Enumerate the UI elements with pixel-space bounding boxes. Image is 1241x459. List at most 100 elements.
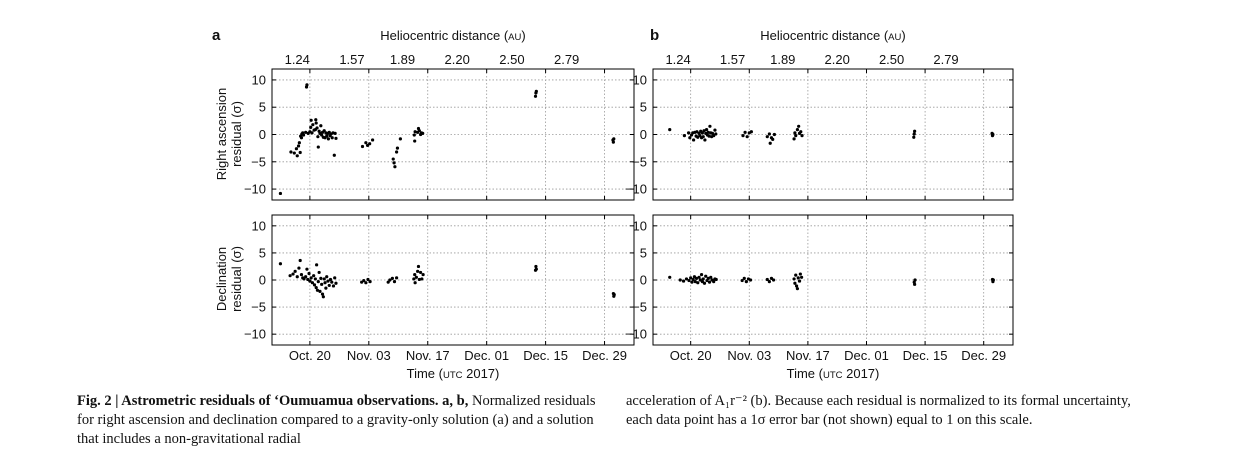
data-point xyxy=(310,131,314,135)
data-point xyxy=(326,279,330,283)
data-point xyxy=(682,133,687,138)
data-point xyxy=(293,269,297,273)
data-point xyxy=(298,150,302,155)
y-axis-title-ra-1: Right ascension xyxy=(214,88,229,181)
data-point xyxy=(534,267,538,271)
data-point xyxy=(322,129,326,133)
y-tick-label: 10 xyxy=(252,72,266,87)
y-axis-titles: Right ascension residual (σ) Declination… xyxy=(214,88,244,312)
y-tick-label: 0 xyxy=(259,127,266,142)
x-tick-label: Nov. 03 xyxy=(347,348,391,363)
caption-title: Fig. 2 | Astrometric residuals of ʻOumua… xyxy=(77,393,469,409)
data-point xyxy=(714,132,718,136)
data-point xyxy=(360,144,365,149)
plot-panels: 10 5 0 −5 −10 1.24 1.57 1.89 2.20 2.50 2.79 10 5 0 −5 −… xyxy=(244,52,1014,363)
data-point xyxy=(421,131,425,136)
y-tick-label: −5 xyxy=(632,154,647,169)
y-tick-label: 5 xyxy=(640,100,647,115)
data-point xyxy=(696,281,700,285)
data-point xyxy=(794,284,799,288)
x-tick-label: Nov. 17 xyxy=(786,348,830,363)
data-point xyxy=(421,272,425,277)
data-point xyxy=(412,133,416,137)
data-point xyxy=(392,161,396,165)
y-tick-label: 5 xyxy=(259,100,266,115)
x-tick-label: Nov. 03 xyxy=(727,348,771,363)
data-point xyxy=(320,292,325,296)
data-point xyxy=(708,124,712,128)
data-point xyxy=(368,142,372,146)
data-point xyxy=(765,135,769,139)
data-point xyxy=(797,124,801,128)
data-point xyxy=(325,275,329,279)
data-point xyxy=(706,276,710,280)
bottom-axis-title-a: Time (UTC 2017) xyxy=(407,366,500,381)
data-point xyxy=(684,277,689,281)
y-tick-label: −5 xyxy=(251,300,266,315)
data-point xyxy=(315,126,319,130)
data-point xyxy=(706,130,710,134)
data-point xyxy=(305,267,309,271)
x-tick-label: Oct. 20 xyxy=(289,348,331,363)
data-point xyxy=(913,129,917,133)
data-point xyxy=(413,272,417,277)
data-point xyxy=(366,277,370,282)
data-point xyxy=(690,280,694,284)
data-point xyxy=(913,282,917,286)
data-point xyxy=(330,136,334,140)
data-point xyxy=(299,136,304,140)
data-point xyxy=(707,134,711,138)
data-point xyxy=(316,135,320,139)
data-point xyxy=(278,191,283,196)
data-point xyxy=(308,279,312,283)
data-point xyxy=(792,277,796,281)
data-point xyxy=(768,141,772,145)
data-point xyxy=(420,277,424,281)
data-point xyxy=(317,270,321,275)
top-tick-label: 1.24 xyxy=(665,52,690,67)
data-point xyxy=(334,136,338,140)
data-point xyxy=(701,135,705,139)
data-point xyxy=(301,133,306,137)
data-point xyxy=(795,287,800,291)
top-tick-label: 2.50 xyxy=(879,52,904,67)
data-point xyxy=(913,278,917,282)
data-point xyxy=(772,132,777,137)
data-point xyxy=(745,135,749,139)
y-tick-label: 0 xyxy=(640,127,647,142)
x-tick-label: Dec. 01 xyxy=(844,348,889,363)
data-point xyxy=(691,277,695,282)
data-point xyxy=(912,135,916,139)
top-tick-label: 2.20 xyxy=(445,52,470,67)
plot-frame xyxy=(271,68,635,201)
y-tick-label: 10 xyxy=(633,218,647,233)
data-point xyxy=(703,138,707,142)
data-point xyxy=(699,272,704,277)
data-point xyxy=(296,144,301,148)
data-point xyxy=(311,123,315,127)
data-point xyxy=(748,278,753,282)
data-point xyxy=(386,280,390,284)
data-point xyxy=(793,131,797,135)
data-point xyxy=(794,133,798,138)
data-point xyxy=(800,275,804,279)
data-point xyxy=(702,129,706,133)
data-point xyxy=(799,130,803,134)
y-tick-label: −5 xyxy=(251,154,266,169)
data-point xyxy=(309,276,313,280)
data-point xyxy=(321,295,325,299)
x-tick-label: Nov. 17 xyxy=(406,348,450,363)
data-point xyxy=(793,281,797,285)
data-point xyxy=(314,121,318,125)
data-point xyxy=(309,125,313,129)
data-point xyxy=(798,272,802,276)
data-point xyxy=(391,157,395,161)
data-point xyxy=(797,279,802,283)
data-point xyxy=(326,137,330,141)
data-point xyxy=(611,140,615,144)
caption-left: Fig. 2 | Astrometric residuals of ʻOumua… xyxy=(77,392,602,449)
data-point xyxy=(307,271,311,276)
panel-label-a: a xyxy=(212,27,221,44)
figure-labels: a b Heliocentric distance (AU) Heliocent… xyxy=(212,27,906,381)
data-point xyxy=(392,280,397,284)
